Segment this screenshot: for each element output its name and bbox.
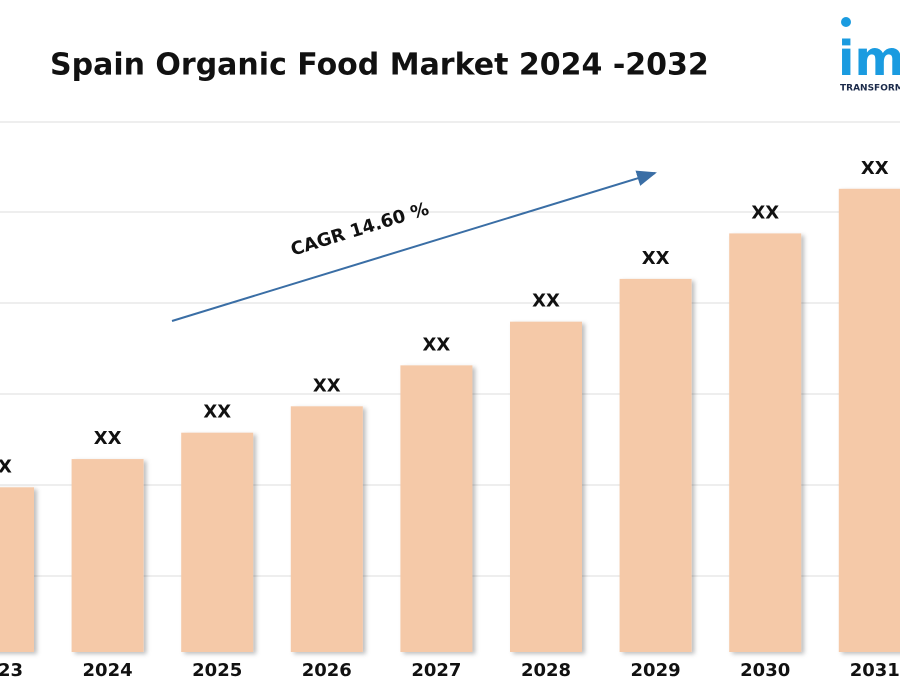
bar — [838, 188, 900, 652]
bar — [619, 278, 692, 652]
x-tick-label: 2026 — [302, 660, 352, 681]
bar — [729, 233, 802, 652]
value-label: XX — [751, 202, 779, 223]
value-label: XX — [94, 428, 122, 449]
bars — [0, 188, 900, 652]
bar — [510, 321, 582, 652]
value-label: XX — [642, 248, 670, 269]
chart-title: Spain Organic Food Market 2024 -2032 — [50, 48, 709, 83]
x-tick-label: 2023 — [0, 660, 23, 681]
value-label: XX — [203, 402, 231, 423]
bar — [0, 487, 34, 652]
x-tick-label: 2024 — [83, 660, 133, 681]
logo-mark: im — [838, 31, 900, 87]
value-label: XX — [861, 158, 889, 179]
bar — [290, 406, 363, 652]
logo-text: TRANSFORM — [840, 84, 900, 94]
x-tick-label: 2029 — [631, 660, 681, 681]
x-tick-label: 2025 — [192, 660, 242, 681]
cagr-annotation: CAGR 14.60 % — [288, 199, 431, 261]
value-label: XX — [313, 375, 341, 396]
bar — [181, 432, 254, 652]
value-label: XX — [423, 334, 451, 355]
x-tick-label: 2031 — [850, 660, 900, 681]
logo-dot — [841, 17, 851, 27]
bar — [400, 365, 473, 652]
value-label: XX — [532, 291, 560, 312]
value-label: XX — [0, 456, 12, 477]
x-tick-label: 2028 — [521, 660, 571, 681]
bar — [71, 459, 144, 652]
x-tick-label: 2027 — [411, 660, 461, 681]
x-tick-label: 2030 — [740, 660, 790, 681]
trend-arrow — [171, 170, 657, 322]
